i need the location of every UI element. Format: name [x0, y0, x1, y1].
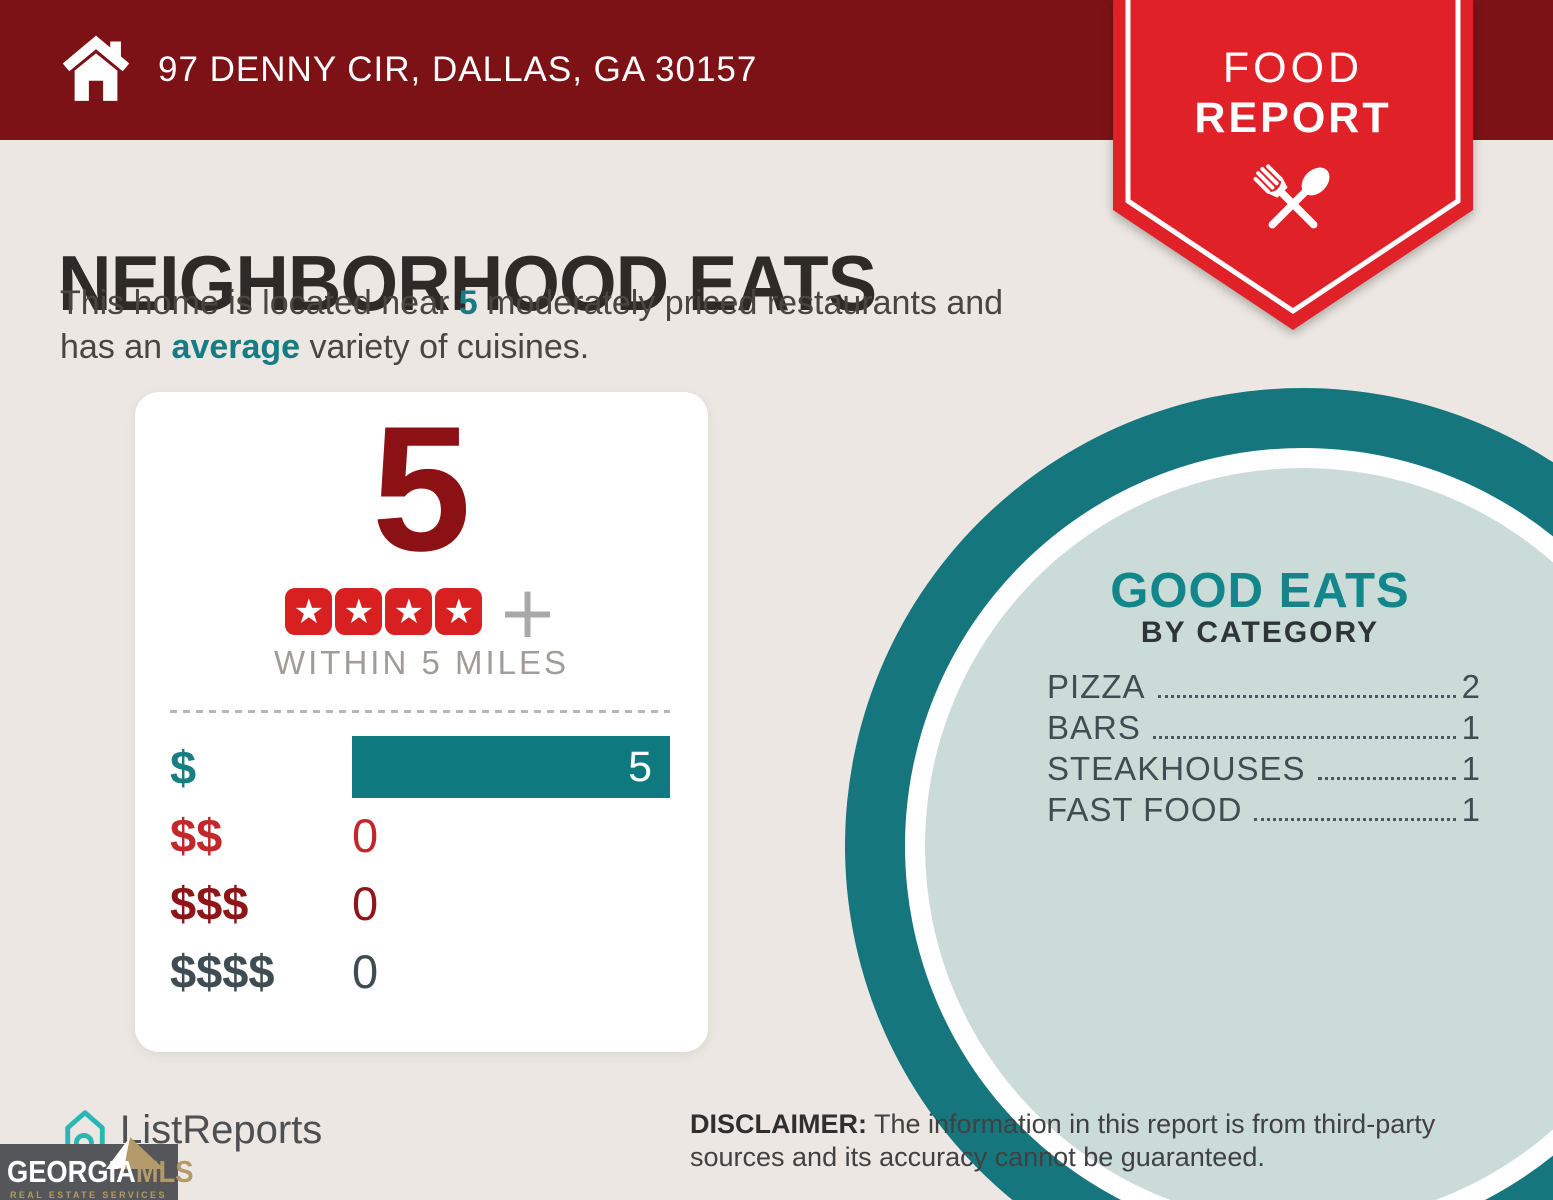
- georgia-mls-logo: GEORGIAMLS REAL ESTATE SERVICES: [0, 1137, 193, 1200]
- restaurant-summary-card: 5 + WITHIN 5 MILES $ 5 $$ 0 $$$ 0 $$$$ 0: [135, 392, 708, 1052]
- price-tier-label: $$$$: [170, 944, 275, 998]
- category-row-steakhouses: STEAKHOUSES 1: [1047, 750, 1480, 791]
- category-label: BARS: [1047, 709, 1141, 746]
- ribbon-title-line2: REPORT: [1194, 94, 1392, 142]
- home-icon: [62, 35, 130, 101]
- category-row-bars: BARS 1: [1047, 709, 1480, 750]
- category-row-pizza: PIZZA 2: [1047, 668, 1480, 709]
- subtitle-text: has an: [60, 327, 172, 366]
- price-tier-label: $: [170, 740, 197, 794]
- price-bar-value: 5: [628, 742, 652, 791]
- ribbon-shape: [1113, 0, 1473, 330]
- dotted-leader: [1157, 695, 1456, 698]
- price-row-1-dollar: $ 5: [170, 732, 673, 802]
- price-tier-label: $$$: [170, 876, 249, 930]
- category-label: STEAKHOUSES: [1047, 750, 1306, 787]
- category-count: 2: [1461, 668, 1480, 705]
- price-tier-label: $$: [170, 808, 223, 862]
- disclaimer-label: DISCLAIMER:: [690, 1109, 867, 1139]
- category-circle-fill: [925, 468, 1553, 1200]
- dotted-leader: [1254, 818, 1456, 821]
- category-count: 1: [1461, 709, 1480, 746]
- price-tier-value: 0: [352, 876, 379, 930]
- plus-icon: +: [497, 569, 558, 654]
- star-rating: +: [135, 569, 708, 654]
- subtitle-line2: has an average variety of cuisines.: [60, 326, 1080, 370]
- subtitle-text: This home is located near: [60, 284, 459, 322]
- price-row-2-dollar: $$ 0: [170, 800, 673, 870]
- restaurant-count: 5: [372, 389, 471, 588]
- subtitle-line1: This home is located near 5 moderately p…: [60, 282, 1080, 326]
- mls-mountain-icon: [106, 1137, 164, 1169]
- food-report-ribbon: FOOD REPORT: [1107, 0, 1479, 352]
- price-tier-value: 0: [352, 944, 379, 998]
- star-icon: [335, 588, 383, 635]
- price-row-4-dollar: $$$$ 0: [170, 936, 673, 1006]
- price-tier-value: 0: [352, 808, 379, 862]
- price-row-3-dollar: $$$ 0: [170, 868, 673, 938]
- dotted-leader: [1152, 736, 1456, 739]
- restaurant-count-highlight: 5: [458, 284, 478, 322]
- category-row-fast-food: FAST FOOD 1: [1047, 791, 1480, 832]
- dashed-divider: [170, 710, 670, 713]
- category-count: 1: [1461, 791, 1480, 828]
- variety-highlight: average: [171, 327, 301, 366]
- price-bar: 5: [352, 736, 670, 798]
- category-list: PIZZA 2 BARS 1 STEAKHOUSES 1 FAST FOOD 1: [1047, 668, 1480, 832]
- utensils-icon: [1253, 164, 1330, 229]
- range-label: WITHIN 5 MILES: [273, 644, 570, 681]
- subtitle-text: moderately priced restaurants and: [477, 284, 1004, 322]
- star-icon: [435, 588, 483, 635]
- category-label: FAST FOOD: [1047, 791, 1243, 828]
- star-icon: [285, 588, 333, 635]
- dotted-leader: [1317, 777, 1456, 780]
- disclaimer-text: The information in this report is from t…: [690, 1109, 1436, 1172]
- mls-word-mls: MLS: [135, 1154, 194, 1189]
- mls-word-georgia: GEORGIA: [7, 1154, 136, 1189]
- star-icon: [385, 588, 433, 635]
- mls-wordmark: GEORGIAMLS: [7, 1154, 193, 1190]
- category-label: PIZZA: [1047, 668, 1146, 705]
- subtitle-text: variety of cuisines.: [300, 327, 590, 366]
- page-title: NEIGHBORHOOD EATS: [58, 239, 877, 328]
- good-eats-title: GOOD EATS: [1110, 564, 1410, 618]
- disclaimer: DISCLAIMER: The information in this repo…: [690, 1108, 1500, 1174]
- property-address: 97 DENNY CIR, DALLAS, GA 30157: [158, 50, 758, 89]
- good-eats-subtitle: BY CATEGORY: [1140, 616, 1380, 649]
- ribbon-title-line1: FOOD: [1222, 44, 1364, 92]
- page-subtitle: This home is located near 5 moderately p…: [60, 282, 1080, 369]
- mls-tagline: REAL ESTATE SERVICES: [10, 1190, 167, 1200]
- category-count: 1: [1461, 750, 1480, 787]
